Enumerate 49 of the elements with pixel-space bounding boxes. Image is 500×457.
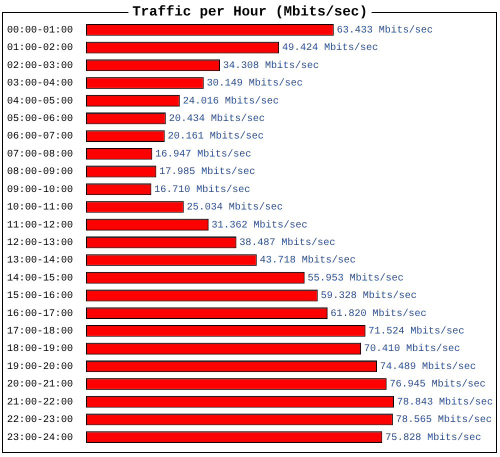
y-tick-label: 01:00-02:00: [6, 43, 74, 54]
data-label: 74.489 Mbits/sec: [380, 360, 476, 373]
data-label: 20.161 Mbits/sec: [168, 130, 264, 143]
y-tick-label: 12:00-13:00: [6, 238, 74, 249]
data-label: 31.362 Mbits/sec: [212, 219, 308, 232]
data-label: 16.947 Mbits/sec: [155, 148, 252, 160]
y-tick-label: 03:00-04:00: [6, 78, 74, 90]
data-label: 25.034 Mbits/sec: [186, 202, 283, 214]
y-tick-label: 11:00-12:00: [6, 220, 74, 232]
data-label: 75.828 Mbits/sec: [385, 432, 482, 444]
data-label: 78.843 Mbits/sec: [397, 396, 494, 408]
y-tick-label: 10:00-11:00: [6, 202, 74, 214]
y-tick-label: 23:00-24:00: [6, 432, 74, 444]
y-tick-label: 00:00-01:00: [6, 25, 74, 36]
data-label: 38.487 Mbits/sec: [239, 236, 336, 249]
y-tick-label: 20:00-21:00: [6, 380, 74, 391]
y-tick-label: 08:00-09:00: [6, 167, 74, 178]
data-label: 43.718 Mbits/sec: [260, 254, 356, 267]
data-label: 55.953 Mbits/sec: [308, 272, 404, 284]
y-tick-label: 21:00-22:00: [6, 397, 74, 408]
y-tick-label: 06:00-07:00: [6, 132, 74, 143]
data-label: 16.710 Mbits/sec: [154, 184, 250, 196]
y-tick-label: 15:00-16:00: [6, 291, 74, 302]
data-label: 30.149 Mbits/sec: [206, 78, 303, 90]
y-tick-label: 05:00-06:00: [6, 114, 74, 126]
y-tick-label: 17:00-18:00: [6, 326, 74, 338]
y-tick-label: 02:00-03:00: [6, 60, 74, 72]
data-label: 59.328 Mbits/sec: [320, 290, 417, 302]
chart-title: Traffic per Hour (Mbits/sec): [132, 4, 368, 21]
data-label: 17.985 Mbits/sec: [159, 166, 256, 178]
data-label: 20.434 Mbits/sec: [168, 113, 265, 126]
y-tick-label: 07:00-08:00: [6, 149, 74, 160]
y-tick-label: 18:00-19:00: [6, 344, 74, 356]
y-tick-label: 13:00-14:00: [6, 256, 74, 267]
data-label: 49.424 Mbits/sec: [282, 42, 378, 54]
data-label: 61.820 Mbits/sec: [330, 308, 427, 320]
y-tick-label: 19:00-20:00: [6, 362, 74, 373]
y-tick-label: 14:00-15:00: [6, 273, 74, 284]
y-tick-label: 09:00-10:00: [6, 184, 74, 196]
data-label: 71.524 Mbits/sec: [368, 326, 464, 338]
y-tick-label: 04:00-05:00: [6, 96, 74, 108]
y-tick-label: 22:00-23:00: [6, 415, 74, 426]
data-label: 70.410 Mbits/sec: [364, 343, 460, 356]
data-label: 63.433 Mbits/sec: [336, 24, 433, 36]
data-label: 24.016 Mbits/sec: [182, 95, 279, 108]
data-label: 34.308 Mbits/sec: [223, 60, 320, 72]
data-label: 78.565 Mbits/sec: [396, 414, 492, 426]
y-tick-label: 16:00-17:00: [6, 308, 74, 320]
data-label: 76.945 Mbits/sec: [390, 378, 486, 391]
